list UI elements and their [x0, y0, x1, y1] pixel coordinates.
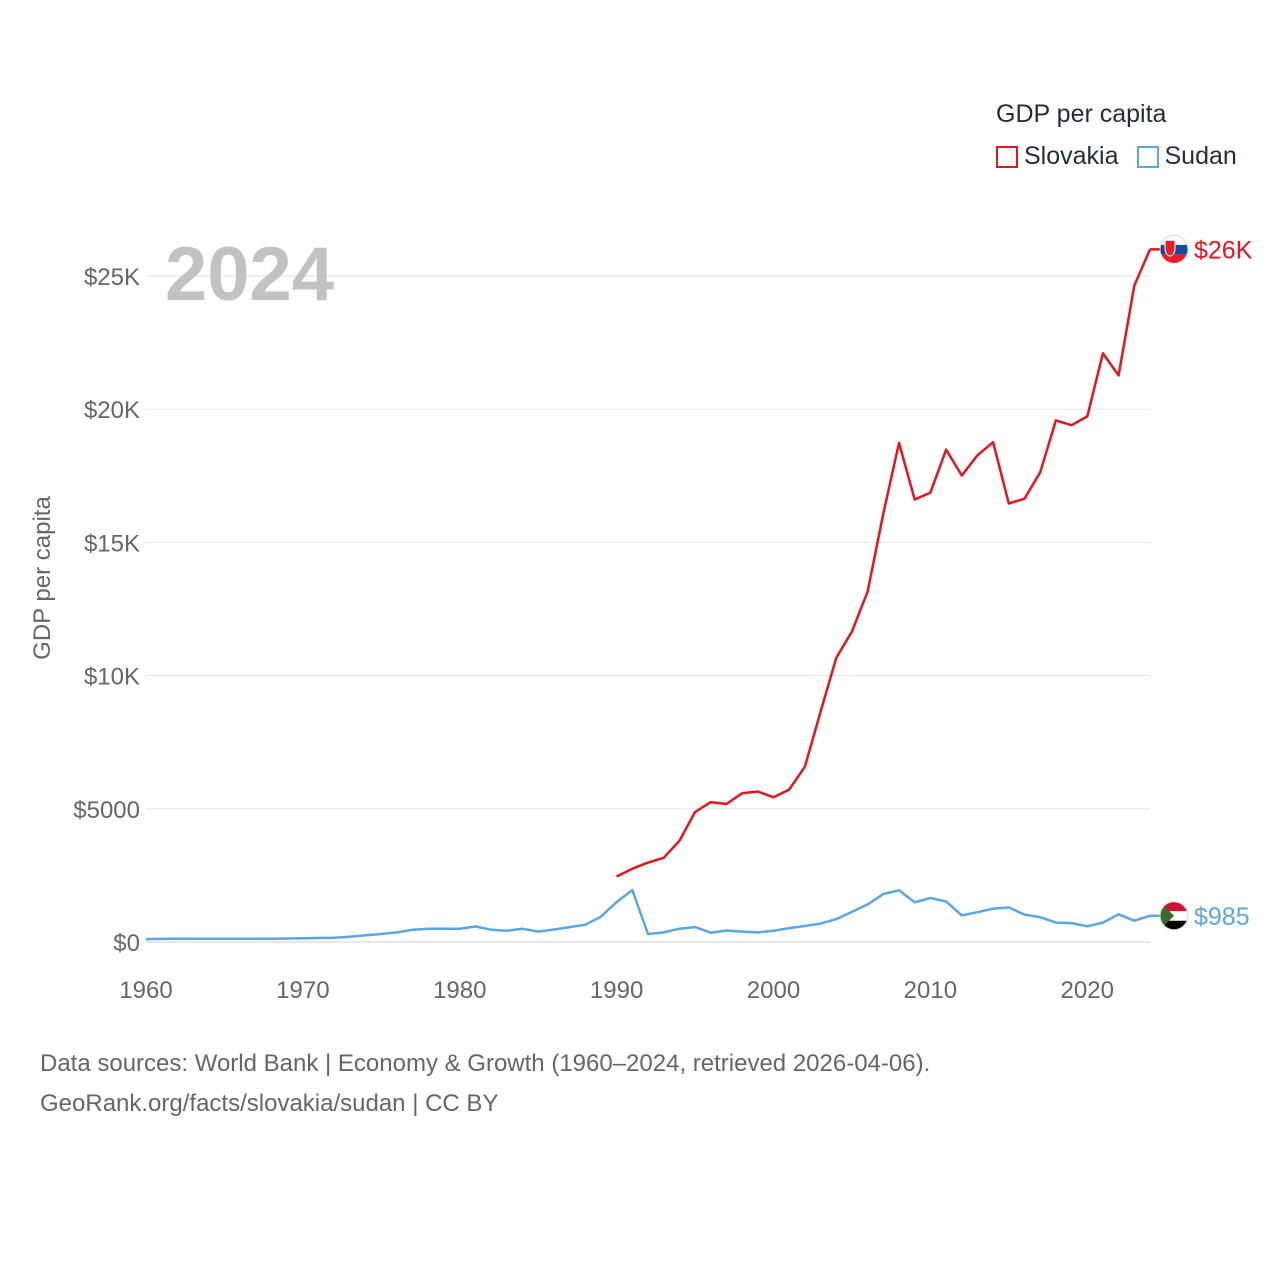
legend-label-sudan: Sudan	[1164, 142, 1237, 170]
x-tick-label: 1990	[590, 977, 643, 1004]
grid-lines	[146, 275, 1150, 943]
flag-stripes	[1160, 901, 1188, 930]
end-markers: $26K $985	[1150, 234, 1253, 931]
legend-label-slovakia: Slovakia	[1024, 142, 1119, 170]
legend-swatch-slovakia	[996, 145, 1018, 168]
x-tick-label: 1970	[276, 977, 329, 1004]
flag-border	[1159, 234, 1189, 264]
legend: Slovakia Sudan	[996, 142, 1255, 171]
sudan-flag-icon	[1159, 901, 1189, 931]
x-tick-label: 1960	[119, 977, 172, 1004]
y-axis-ticks: $0 $5000 $10K $15K $20K $25K	[73, 264, 140, 957]
series-line-sudan	[145, 888, 1151, 941]
stripe-red	[1160, 254, 1188, 264]
sources-line-1: Data sources: World Bank | Economy & Gro…	[40, 1050, 931, 1077]
y-tick-label: $10K	[84, 664, 140, 691]
y-tick-label: $0	[113, 930, 140, 957]
x-tick-label: 2010	[904, 977, 957, 1004]
legend-item-sudan[interactable]: Sudan	[1136, 142, 1237, 171]
coat-of-arms	[1164, 239, 1176, 257]
end-value-label: $985	[1194, 903, 1250, 931]
stripe-black	[1160, 920, 1188, 930]
y-tick-label: $15K	[84, 530, 140, 557]
y-tick-label: $20K	[84, 397, 140, 424]
stripe-white	[1160, 911, 1188, 921]
y-tick-label: $5000	[73, 797, 140, 824]
legend-item-slovakia[interactable]: Slovakia	[996, 142, 1119, 171]
series-line-slovakia	[616, 248, 1152, 878]
flag-border	[1159, 901, 1189, 931]
end-value-label: $26K	[1194, 236, 1253, 264]
x-tick-label: 1980	[433, 977, 486, 1004]
series-group	[145, 248, 1152, 941]
y-tick-label: $25K	[84, 264, 140, 291]
x-axis-ticks: 1960 1970 1980 1990 2000 2010 2020	[119, 977, 1114, 1004]
slovakia-flag-icon	[1159, 234, 1189, 264]
triangle-green	[1160, 901, 1174, 930]
x-tick-label: 2020	[1061, 977, 1114, 1004]
y-axis-label: GDP per capita	[29, 496, 56, 660]
sources-line-2: GeoRank.org/facts/slovakia/sudan | CC BY	[40, 1090, 499, 1117]
stripe-red	[1160, 901, 1188, 912]
legend-swatch-sudan	[1136, 145, 1159, 168]
data-sources: Data sources: World Bank | Economy & Gro…	[40, 1044, 930, 1124]
legend-title: GDP per capita	[996, 100, 1167, 128]
flag-stripes	[1160, 235, 1188, 264]
year-label: 2024	[165, 232, 334, 317]
x-tick-label: 2000	[747, 977, 800, 1004]
